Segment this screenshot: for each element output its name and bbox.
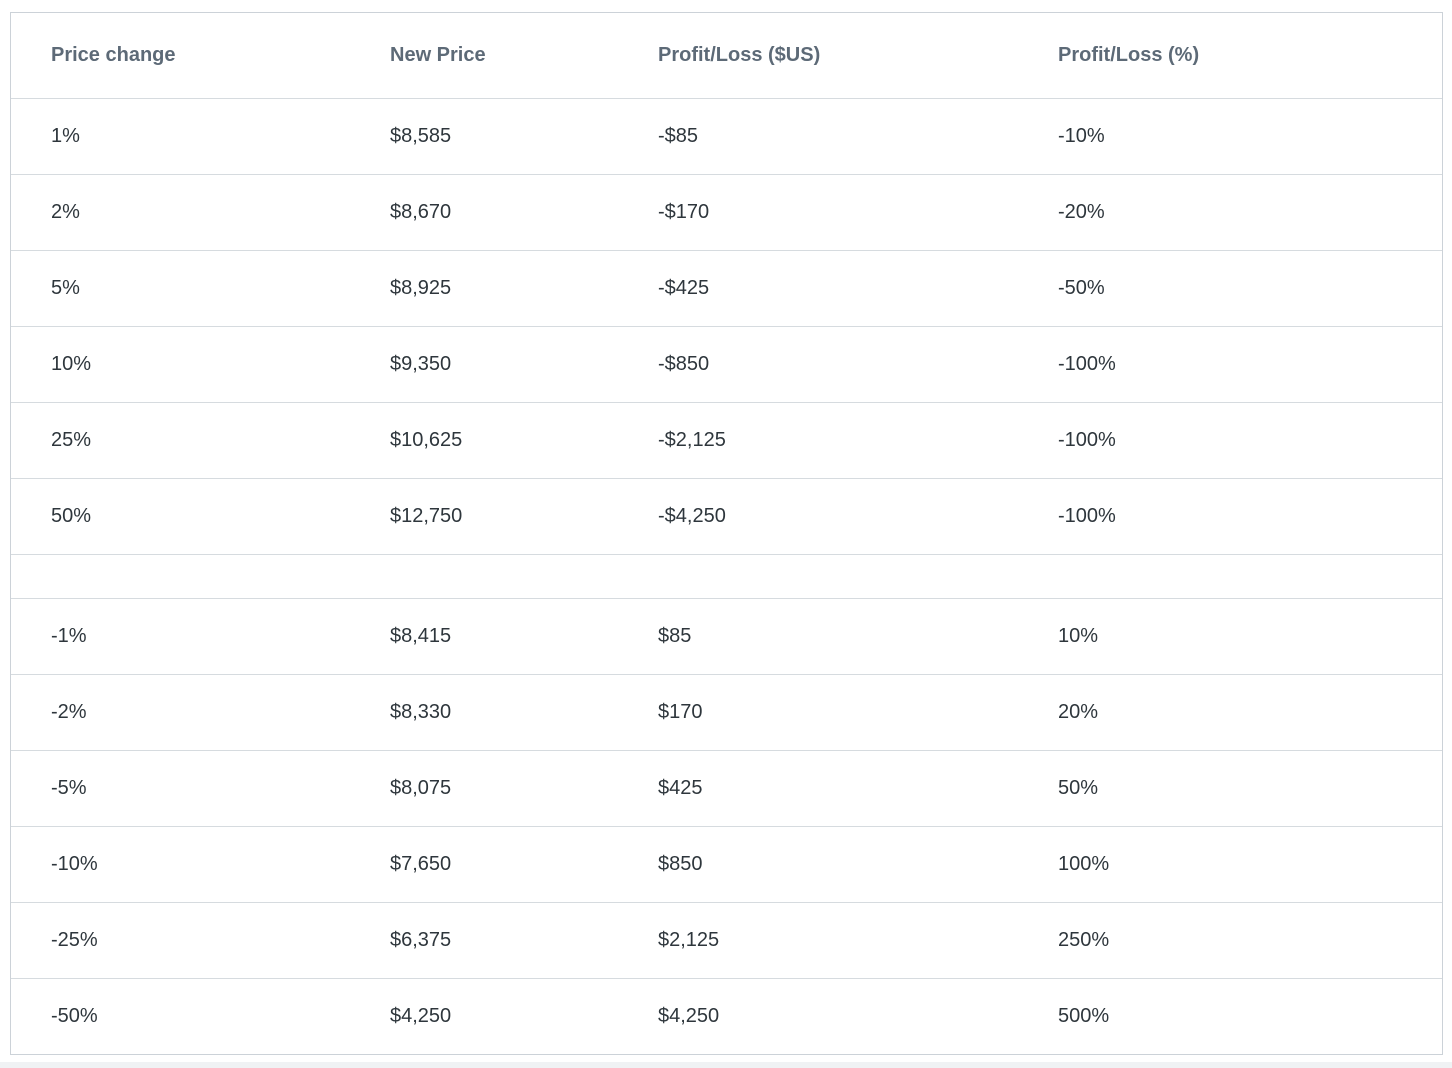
cell-price-change: 10%	[11, 327, 350, 403]
cell-profit-loss-usd: $850	[618, 827, 1018, 903]
cell-new-price: $4,250	[390, 1005, 452, 1027]
cell-profit-loss-pct: -100%	[1018, 479, 1442, 555]
table-row: 10% $9,350 -$850 -100%	[11, 327, 1442, 403]
table-row: 25% $10,625 -$2,125 -100%	[11, 403, 1442, 479]
cell-profit-loss-usd: -$2,125	[618, 403, 1018, 479]
cell-profit-loss-pct: 250%	[1018, 903, 1442, 979]
table-row: 50% $12,750 -$4,250 -100%	[11, 479, 1442, 555]
cell-new-price: $8,670	[350, 175, 618, 251]
table-row: -25% $6,375 $2,125 250%	[11, 903, 1442, 979]
cell-new-price: $8,330	[350, 675, 618, 751]
cell-profit-loss-usd: -$4,250	[618, 479, 1018, 555]
cell-new-price: $8,925	[350, 251, 618, 327]
table-row: -10% $7,650 $850 100%	[11, 827, 1442, 903]
cell-profit-loss-pct: 20%	[1018, 675, 1442, 751]
column-header-profit-loss-usd: Profit/Loss ($US)	[618, 13, 1018, 99]
cell-profit-loss-usd: $85	[618, 599, 1018, 675]
cell-profit-loss-usd: -$170	[618, 175, 1018, 251]
table-row: 2% $8,670 -$170 -20%	[11, 175, 1442, 251]
table-row: -2% $8,330 $170 20%	[11, 675, 1442, 751]
cell-new-price: $10,625	[350, 403, 618, 479]
header-row: Price change New Price Profit/Loss ($US)…	[11, 13, 1442, 99]
cell-profit-loss-usd: $4,250	[658, 1005, 720, 1027]
cell-profit-loss-usd: -$425	[618, 251, 1018, 327]
spacer-row	[11, 555, 1442, 599]
cell-price-change: -2%	[11, 675, 350, 751]
cell-profit-loss-usd: -$850	[618, 327, 1018, 403]
cell-profit-loss-pct: 50%	[1018, 751, 1442, 827]
table-row: 1% $8,585 -$85 -10%	[11, 99, 1442, 175]
cell-profit-loss-pct: -100%	[1018, 403, 1442, 479]
cell-profit-loss-pct: 500%	[1058, 1005, 1110, 1027]
cell-price-change: -5%	[11, 751, 350, 827]
cell-new-price: $8,585	[350, 99, 618, 175]
cell-profit-loss-pct: 10%	[1018, 599, 1442, 675]
cell-profit-loss-pct: 100%	[1018, 827, 1442, 903]
cell-profit-loss-pct: -100%	[1018, 327, 1442, 403]
table-row: -50% $4,250 $4,250 500%	[11, 979, 1442, 1054]
cell-new-price: $12,750	[350, 479, 618, 555]
table-row: -5% $8,075 $425 50%	[11, 751, 1442, 827]
cell-new-price: $7,650	[350, 827, 618, 903]
cell-profit-loss-usd: $425	[618, 751, 1018, 827]
cell-new-price: $6,375	[350, 903, 618, 979]
cell-price-change: -25%	[11, 903, 350, 979]
cell-profit-loss-pct: -20%	[1018, 175, 1442, 251]
cell-profit-loss-pct: -50%	[1018, 251, 1442, 327]
cell-price-change	[11, 555, 350, 599]
cell-new-price	[350, 555, 618, 599]
cell-profit-loss-pct: -10%	[1018, 99, 1442, 175]
column-header-new-price: New Price	[350, 13, 618, 99]
cell-profit-loss-usd: $2,125	[618, 903, 1018, 979]
cell-price-change: -1%	[11, 599, 350, 675]
column-header-profit-loss-pct: Profit/Loss (%)	[1018, 13, 1442, 99]
cell-profit-loss-usd: -$85	[618, 99, 1018, 175]
cell-profit-loss-pct	[1018, 555, 1442, 599]
cell-price-change: -10%	[11, 827, 350, 903]
price-sensitivity-table: Price change New Price Profit/Loss ($US)…	[10, 12, 1443, 1055]
cell-price-change: 5%	[11, 251, 350, 327]
table-row: 5% $8,925 -$425 -50%	[11, 251, 1442, 327]
cell-price-change: 1%	[11, 99, 350, 175]
column-header-price-change: Price change	[11, 13, 350, 99]
cell-price-change: 2%	[11, 175, 350, 251]
cell-new-price: $9,350	[350, 327, 618, 403]
cell-new-price: $8,075	[350, 751, 618, 827]
cell-price-change: 25%	[11, 403, 350, 479]
cell-profit-loss-usd: $170	[618, 675, 1018, 751]
cell-price-change: -50%	[51, 1005, 98, 1027]
table-row: -1% $8,415 $85 10%	[11, 599, 1442, 675]
next-section-edge	[0, 1062, 1452, 1068]
cell-price-change: 50%	[11, 479, 350, 555]
cell-profit-loss-usd	[618, 555, 1018, 599]
cell-new-price: $8,415	[350, 599, 618, 675]
